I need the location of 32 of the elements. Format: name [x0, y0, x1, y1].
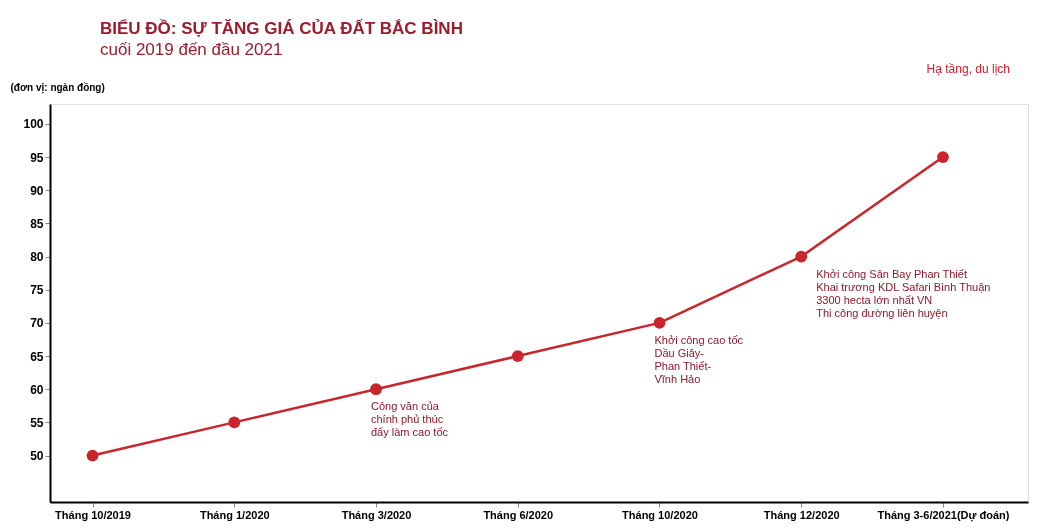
x-tick-label: Tháng 10/2020	[622, 508, 698, 521]
y-tick-label: 60	[30, 382, 44, 397]
annotation: Công văn của chính phủ thúc đẩy làm cao tốc	[371, 400, 449, 439]
x-tick-label: Tháng 6/2020	[483, 508, 554, 521]
y-tick-label: 95	[30, 150, 44, 165]
point	[653, 317, 666, 329]
point	[937, 151, 949, 163]
y-tick-label: 80	[30, 250, 44, 265]
chart-title: BIỂU ĐỒ: SỰ TĂNG GIÁ CỦA ĐẤT BẮC BÌNH	[100, 19, 463, 38]
annotation: Khởi công Sân Bay Phan Thiết Khai trương KDL Safari Bình Thuận 3300 hecta lớn nhất VN Thi công đường liên huyện	[816, 267, 991, 319]
y-tick-label: 70	[30, 316, 44, 331]
y-tick-label: 100	[23, 117, 44, 132]
annotation: Khởi công cao tốc Dầu Giây- Phan Thiết- Vĩnh Hảo	[654, 333, 744, 385]
point	[228, 416, 241, 429]
point	[370, 383, 382, 396]
x-tick-label: Tháng 10/2019	[55, 508, 131, 521]
y-tick-label: 90	[30, 183, 44, 198]
chart-subtitle: cuối 2019 đến đầu 2021	[100, 40, 283, 59]
x-tick-label: Tháng 1/2020	[199, 508, 270, 521]
x-tick-label: Tháng 3-6/2021(Dự đoán)	[877, 508, 1010, 522]
y-tick-label: 55	[30, 415, 44, 430]
y-tick-label: 50	[30, 449, 44, 464]
point	[795, 250, 808, 263]
y-tick-label: 85	[30, 216, 44, 231]
y-tick-label: 65	[30, 349, 44, 364]
text: Hạ tầng, du lịch	[926, 62, 1010, 76]
point	[86, 449, 99, 462]
x-tick-label: Tháng 3/2020	[341, 508, 412, 521]
point	[511, 350, 524, 362]
x-tick-label: Tháng 12/2020	[763, 508, 840, 521]
y-tick-label: 75	[30, 283, 44, 298]
y-axis-title: (đơn vị: ngàn đồng)	[10, 81, 105, 94]
